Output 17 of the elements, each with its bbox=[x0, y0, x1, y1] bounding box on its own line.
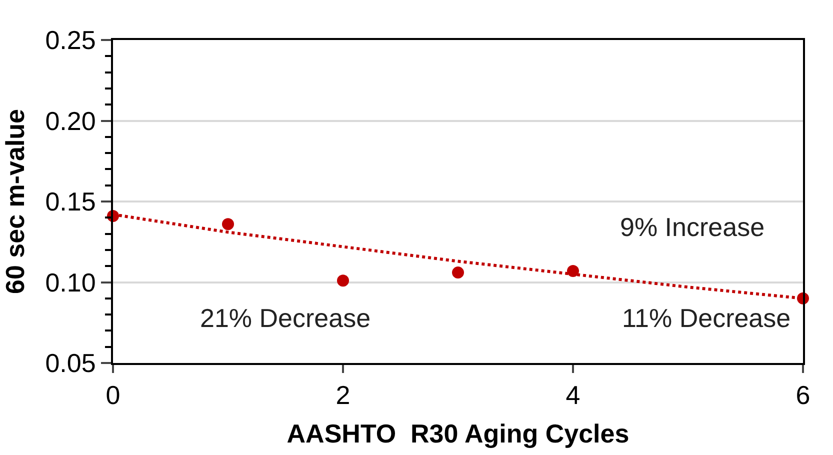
point bbox=[337, 274, 349, 287]
y-axis-title: 60 sec m-value bbox=[0, 108, 30, 294]
x-tick-label: 0 bbox=[106, 380, 120, 410]
x-axis-title: AASHTO R30 Aging Cycles bbox=[286, 418, 630, 448]
y-tick-label: 0.10 bbox=[45, 267, 96, 298]
x-tick-label: 2 bbox=[336, 380, 350, 410]
annotation: 11% Decrease bbox=[622, 303, 791, 333]
y-tick-label: 0.15 bbox=[45, 186, 96, 217]
annotation: 9% Increase bbox=[620, 212, 765, 242]
x-tick-label: 6 bbox=[796, 380, 810, 410]
y-tick-label: 0.20 bbox=[45, 106, 96, 136]
x-tick-label: 4 bbox=[566, 380, 580, 410]
point bbox=[222, 218, 234, 230]
annotation: 21% Decrease bbox=[200, 303, 371, 333]
y-tick-label: 0.25 bbox=[45, 25, 96, 56]
point bbox=[452, 266, 464, 279]
y-tick-label: 0.05 bbox=[45, 348, 96, 378]
